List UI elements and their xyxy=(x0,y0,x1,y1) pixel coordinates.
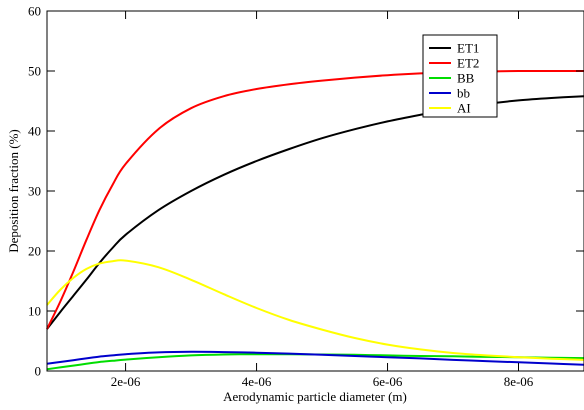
legend-label: AI xyxy=(457,101,471,116)
legend-label: bb xyxy=(457,86,470,101)
x-tick-label: 6e-06 xyxy=(373,374,403,389)
legend-label: ET1 xyxy=(457,41,479,56)
series-line-et2 xyxy=(46,69,584,330)
x-tick-label: 4e-06 xyxy=(242,374,272,389)
y-tick-label: 60 xyxy=(28,4,41,19)
plot-area-frame xyxy=(46,10,584,372)
x-tick-label: 8e-06 xyxy=(504,374,534,389)
axis-ticks: 2e-06 4e-06 6e-06 8e-06 0 10 20 30 40 50 60 xyxy=(28,4,584,389)
y-tick-label: 10 xyxy=(28,304,41,319)
legend-label: BB xyxy=(457,71,475,86)
series-layer xyxy=(46,69,584,371)
series-line-et1 xyxy=(46,95,584,330)
y-tick-label: 40 xyxy=(28,124,41,139)
series-line-bb-lower xyxy=(46,350,584,366)
series-line-ai xyxy=(46,259,584,361)
y-tick-label: 20 xyxy=(28,244,41,259)
x-tick-label: 2e-06 xyxy=(111,374,141,389)
x-axis-label: Aerodynamic particle diameter (m) xyxy=(223,389,407,404)
y-tick-label: 50 xyxy=(28,64,41,79)
series-line-bb-upper xyxy=(46,353,584,371)
y-axis-label: Deposition fraction (%) xyxy=(6,129,21,252)
legend-label: ET2 xyxy=(457,56,479,71)
y-tick-label: 0 xyxy=(35,364,42,379)
y-tick-label: 30 xyxy=(28,184,41,199)
